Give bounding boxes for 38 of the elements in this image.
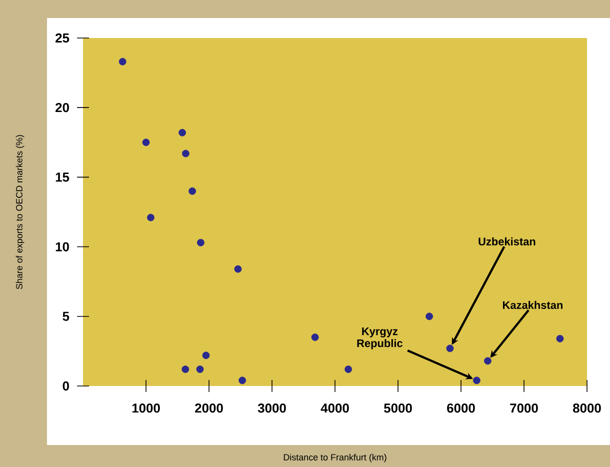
annotation: Kyrgyz Republic — [357, 328, 403, 350]
point — [484, 357, 492, 365]
y-axis-title: Share of exports to OECD markets (%) — [16, 135, 24, 290]
y-tick-label: 25 — [56, 33, 70, 43]
x-tick-label: 3000 — [258, 404, 286, 413]
point — [178, 128, 186, 136]
point — [118, 58, 126, 66]
point — [202, 352, 210, 360]
point — [147, 214, 154, 222]
x-tick-label: 8000 — [573, 404, 601, 413]
y-tick-label: 20 — [56, 103, 69, 112]
point — [182, 150, 190, 158]
x-tick-label: 2000 — [195, 404, 223, 413]
annotation: Uzbekistan — [478, 237, 536, 246]
x-tick-label: 7000 — [510, 404, 538, 413]
point — [426, 312, 434, 320]
x-axis-title: Distance to Frankfurt (km) — [284, 454, 386, 462]
point — [196, 238, 204, 246]
point — [238, 376, 246, 384]
y-tick-label: 10 — [56, 242, 69, 252]
y-tick-label: 5 — [62, 312, 70, 321]
x-tick-label: 1000 — [132, 404, 160, 413]
point — [472, 376, 480, 384]
point — [234, 265, 242, 273]
point — [196, 366, 204, 373]
y-tick-label: 15 — [56, 172, 70, 182]
point — [182, 366, 190, 373]
x-tick-label: 6000 — [447, 404, 475, 413]
point — [446, 344, 454, 352]
annotation: Kazakhstan — [502, 300, 562, 309]
y-tick-label: 0 — [62, 381, 69, 391]
point — [344, 366, 352, 373]
x-tick-label: 4000 — [320, 404, 349, 413]
x-tick-label: 5000 — [384, 404, 412, 413]
point — [311, 334, 319, 341]
point — [188, 187, 196, 195]
point — [142, 138, 150, 146]
point — [556, 334, 564, 342]
